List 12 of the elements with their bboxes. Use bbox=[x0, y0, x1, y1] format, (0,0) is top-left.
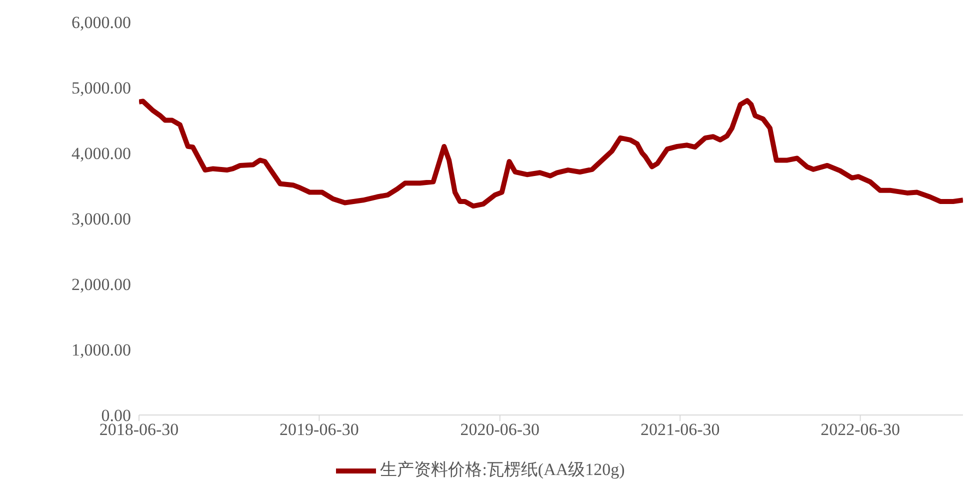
x-tick-label: 2018-06-30 bbox=[99, 420, 179, 440]
x-tick-label: 2021-06-30 bbox=[640, 420, 720, 440]
y-tick-label: 4,000.00 bbox=[72, 144, 131, 164]
legend-label: 生产资料价格:瓦楞纸(AA级120g) bbox=[380, 460, 625, 479]
x-tick-label: 2022-06-30 bbox=[820, 420, 900, 440]
y-tick-label: 2,000.00 bbox=[72, 275, 131, 294]
x-tick-label: 2020-06-30 bbox=[460, 420, 540, 440]
x-tick-label: 2019-06-30 bbox=[280, 420, 359, 440]
y-tick-label: 1,000.00 bbox=[72, 340, 131, 360]
y-tick-label: 5,000.00 bbox=[72, 78, 131, 98]
y-tick-label: 6,000.00 bbox=[72, 13, 131, 32]
y-tick-label: 3,000.00 bbox=[72, 210, 131, 229]
